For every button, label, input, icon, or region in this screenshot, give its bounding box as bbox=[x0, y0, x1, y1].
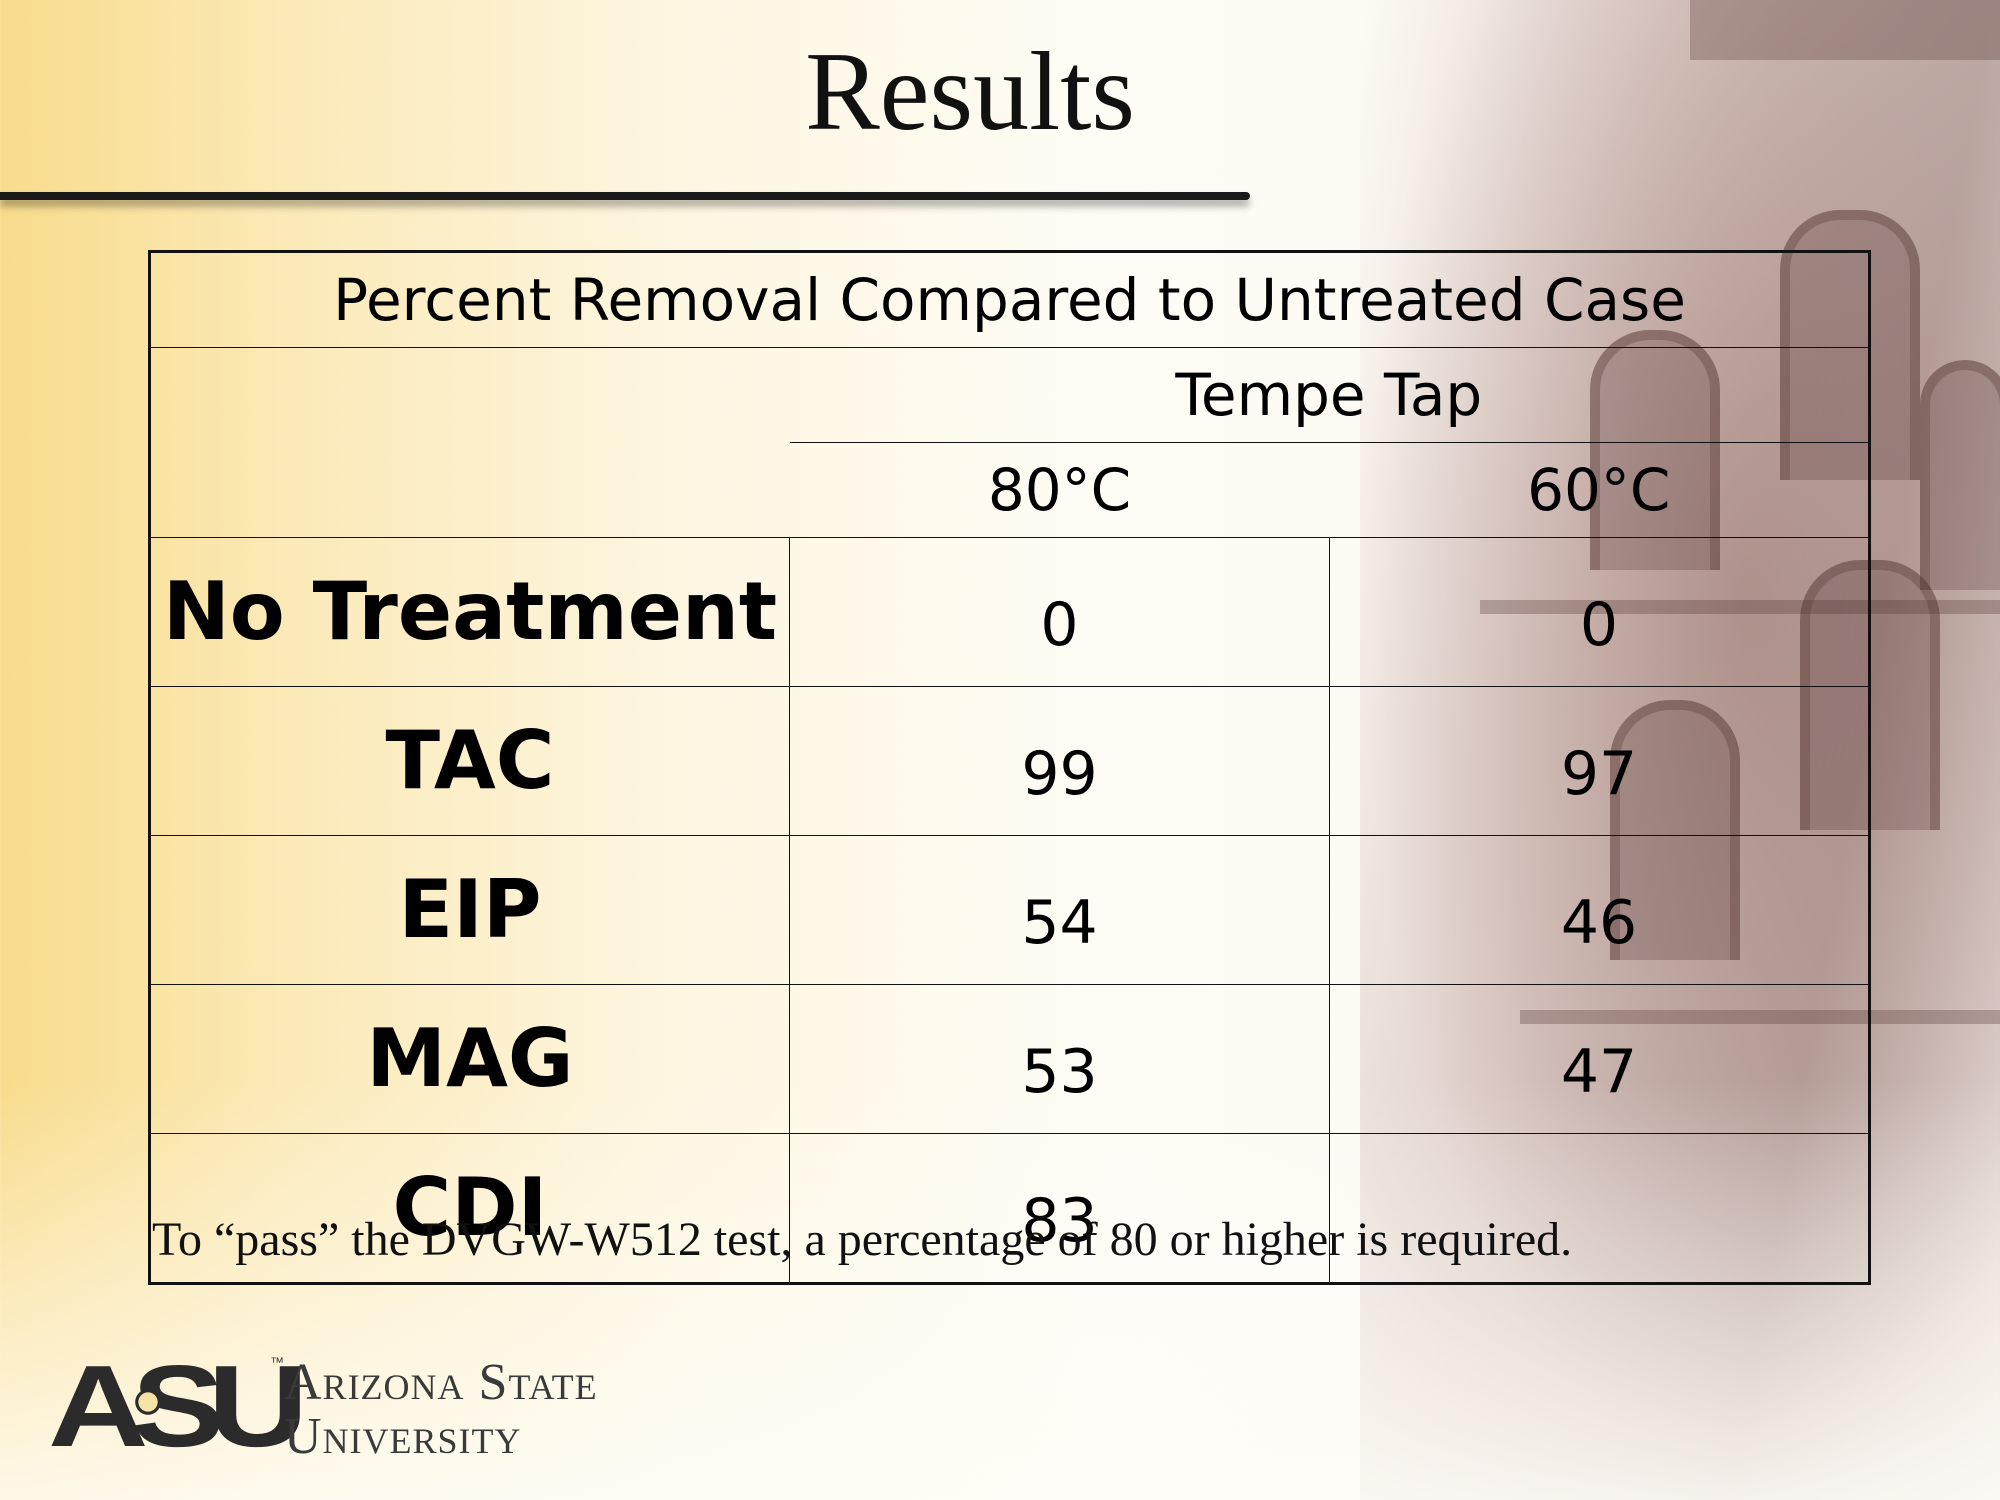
sunburst-icon bbox=[126, 1380, 170, 1424]
table-cell: 0 bbox=[789, 537, 1330, 687]
table-cell: 97 bbox=[1328, 686, 1871, 836]
logo-wordmark: Arizona State University bbox=[284, 1356, 598, 1464]
row-label: EIP bbox=[149, 835, 790, 985]
logo-line-1: Arizona State bbox=[284, 1354, 598, 1411]
table-row: EIP 54 46 bbox=[149, 835, 1871, 985]
trademark-symbol: ™ bbox=[270, 1354, 284, 1370]
table-temperature-row: 80°C 60°C bbox=[150, 443, 1870, 538]
table-cell: 53 bbox=[789, 984, 1330, 1134]
row-label: No Treatment bbox=[149, 537, 790, 687]
column-header-60c: 60°C bbox=[1527, 456, 1671, 524]
row-label: MAG bbox=[149, 984, 790, 1134]
title-underline bbox=[0, 192, 1250, 200]
table-cell: 83 bbox=[789, 1133, 1330, 1284]
table-cell bbox=[1328, 1133, 1871, 1284]
table-row: TAC 99 97 bbox=[149, 686, 1871, 836]
table-cell: 54 bbox=[789, 835, 1330, 985]
table-site-row: Tempe Tap bbox=[150, 347, 1870, 443]
table-row: MAG 53 47 bbox=[149, 984, 1871, 1134]
building-arch bbox=[1920, 360, 2000, 590]
table-cell: 46 bbox=[1328, 835, 1871, 985]
table-row: CDI 83 bbox=[149, 1133, 1871, 1284]
footnote: To “pass” the DVGW-W512 test, a percenta… bbox=[152, 1213, 1573, 1266]
row-label: CDI bbox=[149, 1133, 790, 1284]
table-cell: 0 bbox=[1328, 537, 1871, 687]
table-corner-cell bbox=[150, 348, 790, 538]
table-cell: 99 bbox=[789, 686, 1330, 836]
table-row: No Treatment 0 0 bbox=[149, 537, 1871, 687]
table-caption: Percent Removal Compared to Untreated Ca… bbox=[149, 251, 1870, 348]
table-caption-row: Percent Removal Compared to Untreated Ca… bbox=[149, 251, 1870, 348]
building-roofline bbox=[1690, 0, 2000, 60]
slide-title: Results bbox=[805, 30, 1135, 154]
row-label: TAC bbox=[149, 686, 790, 836]
site-header: Tempe Tap bbox=[789, 347, 1870, 443]
logo-line-2: University bbox=[284, 1408, 522, 1465]
column-header-80c: 80°C bbox=[987, 456, 1132, 524]
results-table: Percent Removal Compared to Untreated Ca… bbox=[148, 250, 1872, 1285]
logo-mark: ASU bbox=[48, 1341, 308, 1471]
table-cell: 47 bbox=[1328, 984, 1871, 1134]
